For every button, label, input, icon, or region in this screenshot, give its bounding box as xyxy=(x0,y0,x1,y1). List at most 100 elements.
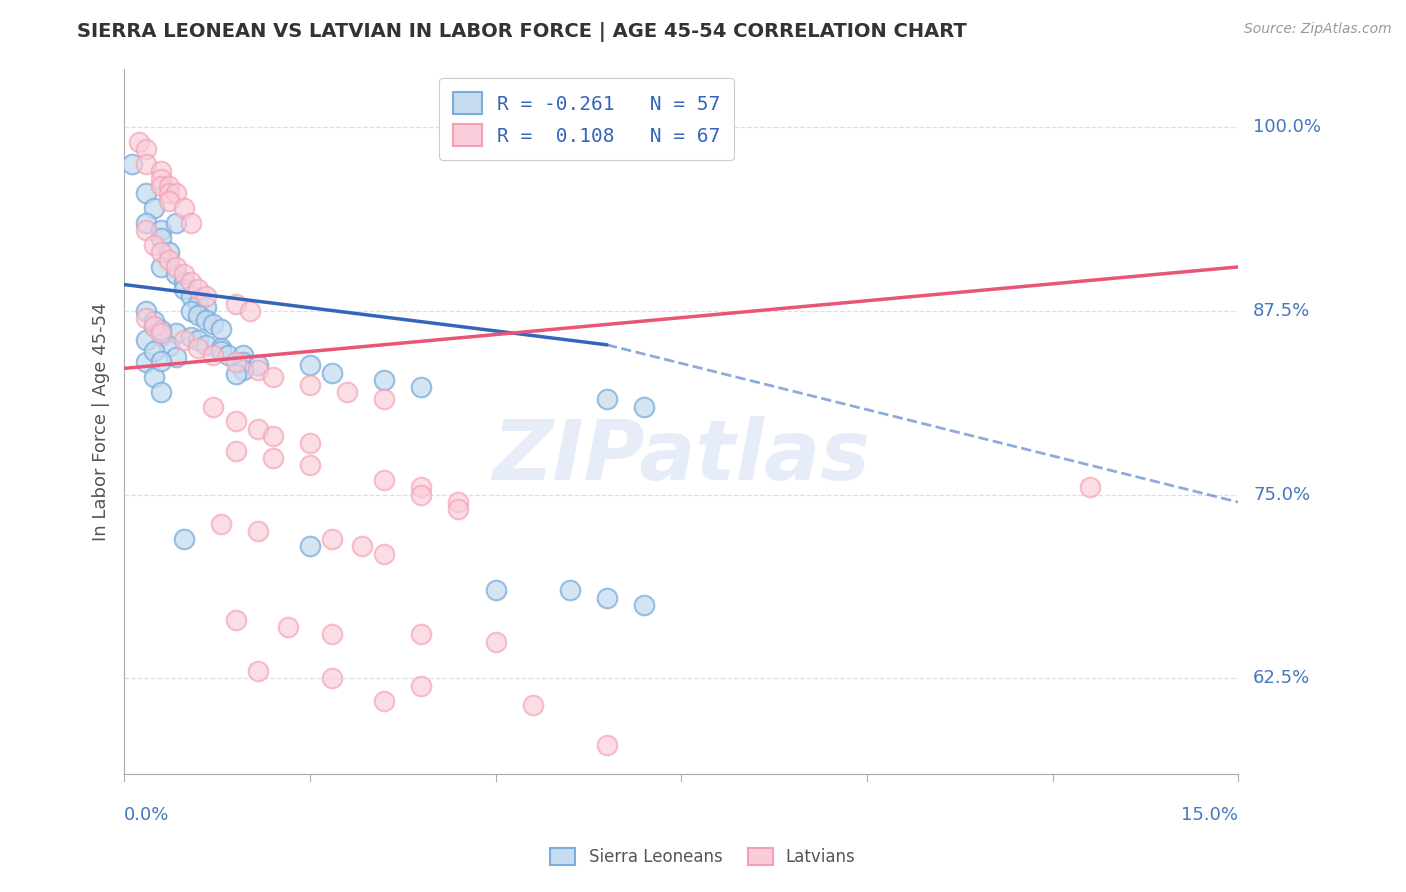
Point xyxy=(350,539,373,553)
Point xyxy=(187,282,209,296)
Point xyxy=(447,502,470,516)
Point xyxy=(633,598,655,612)
Point xyxy=(217,348,239,362)
Point xyxy=(150,245,173,260)
Point xyxy=(194,313,217,327)
Point xyxy=(121,157,143,171)
Point xyxy=(150,179,173,194)
Point xyxy=(277,620,299,634)
Point xyxy=(321,627,343,641)
Point xyxy=(135,355,157,369)
Point xyxy=(135,223,157,237)
Point xyxy=(187,341,209,355)
Legend: Sierra Leoneans, Latvians: Sierra Leoneans, Latvians xyxy=(543,840,863,875)
Point xyxy=(165,260,187,274)
Point xyxy=(165,267,187,281)
Text: 87.5%: 87.5% xyxy=(1253,302,1310,320)
Text: SIERRA LEONEAN VS LATVIAN IN LABOR FORCE | AGE 45-54 CORRELATION CHART: SIERRA LEONEAN VS LATVIAN IN LABOR FORCE… xyxy=(77,22,967,42)
Point xyxy=(173,201,195,215)
Point xyxy=(298,436,321,450)
Point xyxy=(246,422,269,436)
Point xyxy=(225,443,247,458)
Point xyxy=(596,591,619,605)
Point xyxy=(150,384,173,399)
Point xyxy=(150,323,173,337)
Point xyxy=(373,373,395,387)
Point xyxy=(246,363,269,377)
Point xyxy=(135,186,157,201)
Point xyxy=(321,366,343,380)
Point xyxy=(150,171,173,186)
Point xyxy=(150,354,173,368)
Text: 75.0%: 75.0% xyxy=(1253,486,1310,504)
Point xyxy=(194,289,217,303)
Point xyxy=(142,201,165,215)
Point xyxy=(180,275,202,289)
Point xyxy=(135,311,157,326)
Point xyxy=(187,296,209,310)
Point xyxy=(1078,480,1101,494)
Point xyxy=(209,517,232,532)
Point xyxy=(173,275,195,289)
Point xyxy=(411,488,433,502)
Point xyxy=(157,179,180,194)
Point xyxy=(173,532,195,546)
Y-axis label: In Labor Force | Age 45-54: In Labor Force | Age 45-54 xyxy=(93,302,110,541)
Point xyxy=(157,252,180,267)
Point xyxy=(596,392,619,407)
Point xyxy=(225,414,247,428)
Point xyxy=(447,495,470,509)
Point xyxy=(209,343,232,358)
Point xyxy=(202,348,225,362)
Point xyxy=(180,330,202,344)
Point xyxy=(262,429,284,443)
Point xyxy=(232,363,254,377)
Point xyxy=(411,679,433,693)
Point xyxy=(246,359,269,373)
Point xyxy=(180,304,202,318)
Point xyxy=(135,334,157,348)
Text: 100.0%: 100.0% xyxy=(1253,119,1322,136)
Point xyxy=(225,355,247,369)
Point xyxy=(142,343,165,358)
Point xyxy=(373,392,395,407)
Point xyxy=(187,309,209,323)
Point xyxy=(239,304,262,318)
Point xyxy=(558,583,581,598)
Point xyxy=(262,370,284,384)
Point xyxy=(522,698,544,712)
Point xyxy=(194,300,217,314)
Point xyxy=(484,583,506,598)
Point xyxy=(411,380,433,394)
Point xyxy=(246,524,269,539)
Point xyxy=(135,142,157,156)
Text: 0.0%: 0.0% xyxy=(124,806,170,824)
Point xyxy=(157,339,180,353)
Point xyxy=(596,738,619,752)
Point xyxy=(321,672,343,686)
Point xyxy=(321,532,343,546)
Point xyxy=(142,238,165,252)
Point xyxy=(373,473,395,487)
Point xyxy=(142,318,165,333)
Point xyxy=(209,341,232,355)
Point xyxy=(298,359,321,373)
Point xyxy=(135,157,157,171)
Point xyxy=(165,186,187,201)
Point xyxy=(633,400,655,414)
Point xyxy=(150,223,173,237)
Point xyxy=(194,338,217,352)
Point xyxy=(150,326,173,340)
Point xyxy=(173,334,195,348)
Point xyxy=(135,216,157,230)
Point xyxy=(202,318,225,332)
Point xyxy=(150,230,173,244)
Point xyxy=(157,186,180,201)
Point xyxy=(246,664,269,678)
Point xyxy=(142,318,165,333)
Point xyxy=(150,329,173,343)
Point xyxy=(336,384,359,399)
Point xyxy=(157,194,180,208)
Point xyxy=(165,326,187,340)
Point xyxy=(180,216,202,230)
